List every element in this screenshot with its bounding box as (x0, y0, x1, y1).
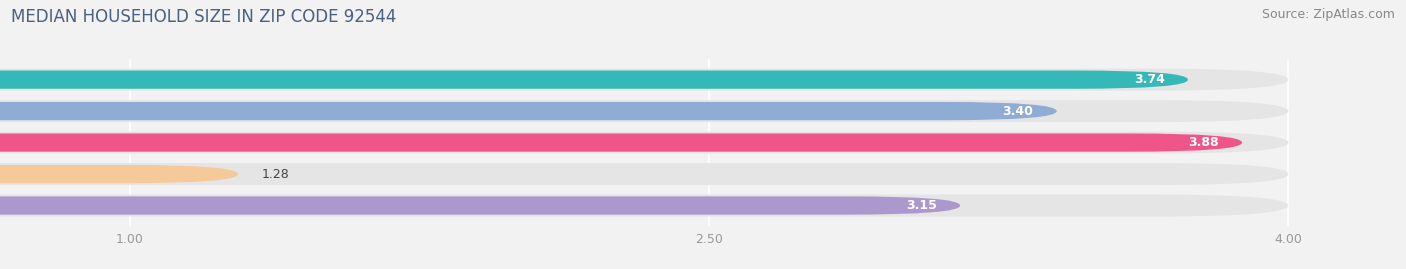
FancyBboxPatch shape (0, 194, 1288, 217)
FancyBboxPatch shape (0, 102, 1057, 120)
FancyBboxPatch shape (0, 132, 1288, 154)
Text: 1.28: 1.28 (262, 168, 290, 180)
Text: 3.15: 3.15 (905, 199, 936, 212)
Text: 3.40: 3.40 (1002, 105, 1033, 118)
FancyBboxPatch shape (0, 133, 1241, 152)
FancyBboxPatch shape (0, 196, 960, 215)
FancyBboxPatch shape (0, 69, 1288, 91)
FancyBboxPatch shape (0, 70, 1188, 89)
Text: 3.88: 3.88 (1188, 136, 1219, 149)
FancyBboxPatch shape (0, 163, 1288, 185)
Text: Source: ZipAtlas.com: Source: ZipAtlas.com (1261, 8, 1395, 21)
Text: MEDIAN HOUSEHOLD SIZE IN ZIP CODE 92544: MEDIAN HOUSEHOLD SIZE IN ZIP CODE 92544 (11, 8, 396, 26)
FancyBboxPatch shape (0, 100, 1288, 122)
Text: 3.74: 3.74 (1133, 73, 1164, 86)
FancyBboxPatch shape (0, 165, 238, 183)
